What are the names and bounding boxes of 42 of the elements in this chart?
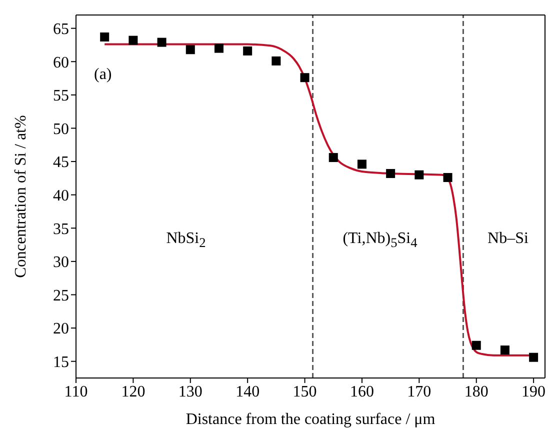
y-tick-label: 60 [53,54,69,72]
y-axis-title: Concentration of Si / at% [12,115,30,278]
x-tick-label: 110 [64,383,88,400]
point [272,56,281,66]
point [128,36,138,45]
point [357,160,366,169]
region-label: (a) [94,66,112,84]
point [328,153,338,162]
x-tick-label: 190 [522,383,546,400]
x-tick-label: 170 [407,383,432,400]
x-tick-label: 120 [121,383,146,400]
point [186,45,195,54]
x-tick-label: 130 [178,383,202,400]
x-tick-label: 140 [236,383,260,400]
point [500,346,510,355]
y-tick-label: 45 [53,154,69,172]
y-tick-label: 65 [53,21,69,38]
y-tick-label: 40 [53,188,69,205]
point [100,32,110,42]
x-axis-title: Distance from the coating surface / μm [186,411,436,428]
point [443,173,452,182]
x-tick-label: 180 [464,383,488,400]
point [300,73,310,82]
point [214,44,224,53]
y-tick-label: 25 [53,287,69,304]
point [157,38,166,47]
region-label: (Ti,Nb)$_{5}$Si$_{4}$ [342,230,418,252]
y-tick-label: 15 [53,354,69,372]
x-tick-label: 160 [350,383,374,400]
point [414,170,424,180]
point [472,340,481,350]
y-tick-label: 20 [53,320,69,338]
y-tick-label: 55 [53,88,69,105]
point [529,352,538,362]
region-label: Nb–Si [488,230,528,248]
y-tick-label: 35 [53,220,69,238]
region-label: NbSi$_{2}$ [166,230,206,252]
point [386,169,396,178]
x-tick-label: 150 [292,383,317,400]
point [243,46,252,56]
y-tick-label: 50 [53,120,69,138]
y-tick-label: 30 [53,254,69,272]
